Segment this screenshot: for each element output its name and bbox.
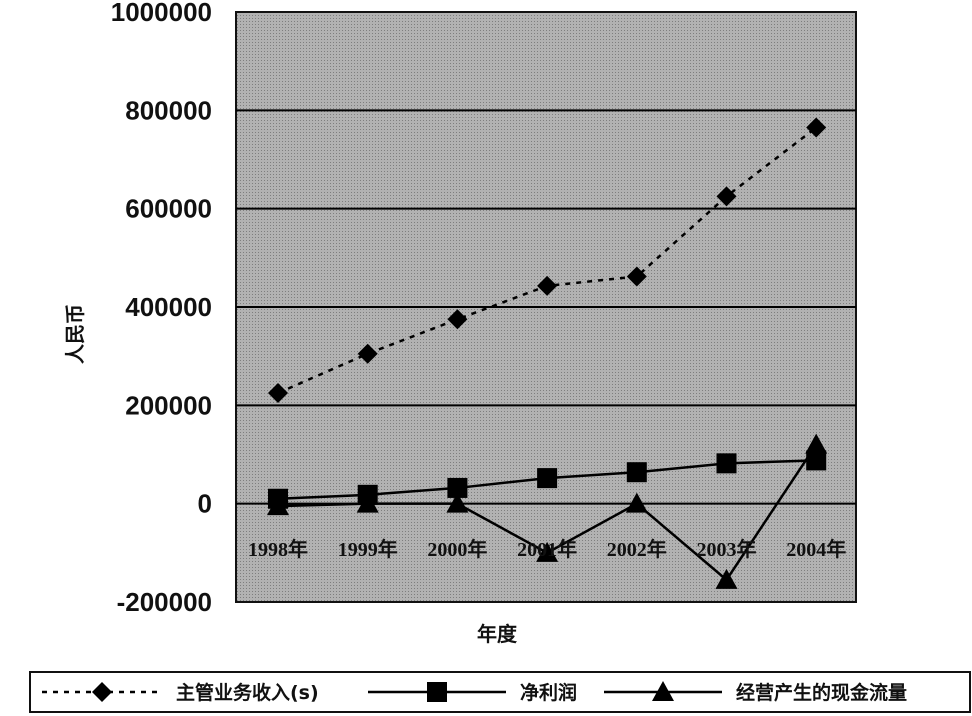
x-tick-label: 1999年 bbox=[338, 537, 398, 561]
data-point-triangle-1998 bbox=[267, 495, 289, 516]
data-point-square-2002 bbox=[626, 462, 647, 483]
x-tick-labels: 1998年 1999年 2000年 2001年 2002年 2003年 2004年 bbox=[248, 537, 846, 561]
y-axis-title: 人民币 bbox=[63, 304, 87, 364]
data-point-square-2004 bbox=[806, 450, 827, 471]
x-tick-label: 1998年 bbox=[248, 537, 308, 561]
data-point-diamond-2002 bbox=[626, 266, 647, 287]
legend-triangle-marker bbox=[652, 681, 674, 701]
data-point-triangle-2001 bbox=[536, 541, 559, 562]
data-point-square-2000 bbox=[447, 477, 468, 498]
data-point-triangle-2003 bbox=[715, 568, 738, 589]
series-3 bbox=[267, 433, 828, 589]
data-point-diamond-1998 bbox=[268, 383, 288, 404]
x-tick-label: 2001年 bbox=[517, 537, 577, 561]
data-point-diamond-2004 bbox=[806, 117, 827, 138]
y-tick-label: 1000000 bbox=[111, 0, 212, 27]
legend: 主管业务收入(s) 净利润 经营产生的现金流量 bbox=[29, 671, 971, 713]
data-point-triangle-2002 bbox=[625, 492, 648, 513]
legend-diamond-marker bbox=[92, 682, 112, 702]
x-tick-label: 2002年 bbox=[607, 537, 667, 561]
legend-item: 主管业务收入(s) bbox=[42, 681, 319, 704]
legend-label: 主管业务收入(s) bbox=[176, 681, 319, 704]
data-point-triangle-1999 bbox=[356, 492, 379, 513]
legend-square-marker bbox=[427, 682, 447, 702]
data-point-square-2003 bbox=[716, 453, 737, 474]
x-tick-label: 2004年 bbox=[786, 537, 846, 561]
data-point-diamond-2001 bbox=[537, 275, 558, 296]
data-point-triangle-2000 bbox=[446, 492, 469, 513]
y-tick-label: -200000 bbox=[117, 587, 212, 617]
data-point-diamond-2003 bbox=[716, 186, 737, 207]
data-point-diamond-2000 bbox=[447, 309, 468, 330]
legend-item: 净利润 bbox=[368, 681, 577, 704]
legend-item: 经营产生的现金流量 bbox=[604, 681, 907, 704]
x-axis-title: 年度 bbox=[477, 622, 518, 646]
legend-label: 经营产生的现金流量 bbox=[736, 681, 907, 704]
data-point-square-2001 bbox=[537, 468, 558, 489]
series-layer bbox=[267, 117, 828, 589]
x-tick-label: 2003年 bbox=[697, 537, 757, 561]
y-tick-label: 0 bbox=[198, 489, 212, 519]
y-tick-label: 200000 bbox=[125, 390, 212, 420]
y-tick-label: 400000 bbox=[125, 292, 212, 322]
series-1 bbox=[268, 117, 827, 404]
legend-items: 主管业务收入(s) 净利润 经营产生的现金流量 bbox=[42, 681, 907, 704]
data-point-diamond-1999 bbox=[357, 343, 378, 364]
data-point-triangle-2004 bbox=[805, 433, 828, 454]
x-tick-label: 2000年 bbox=[427, 537, 487, 561]
y-tick-labels: 1000000 800000 600000 400000 200000 0 -200000 bbox=[111, 0, 212, 617]
y-tick-label: 800000 bbox=[125, 95, 212, 125]
legend-label: 净利润 bbox=[520, 681, 577, 704]
y-tick-label: 600000 bbox=[125, 194, 212, 224]
